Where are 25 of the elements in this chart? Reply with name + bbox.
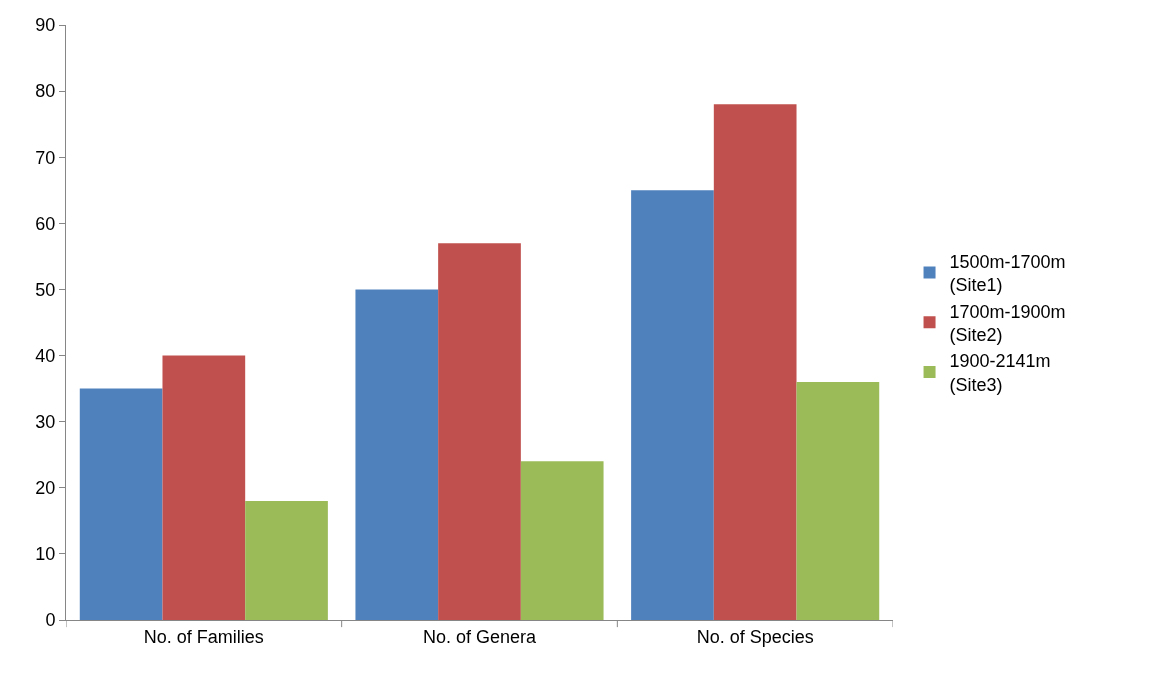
bar (713, 104, 797, 620)
legend-label: 1900-2141m (Site3) (949, 351, 1051, 395)
bar (520, 461, 604, 620)
x-tick-label: No. of Species (696, 626, 814, 647)
bar (438, 243, 521, 620)
y-tick-label: 20 (35, 478, 56, 499)
y-tick-label: 10 (35, 544, 56, 565)
y-tick-label: 90 (35, 15, 56, 36)
y-tick-label: 80 (35, 81, 56, 102)
y-tick-label: 70 (35, 147, 56, 168)
y-tick-label: 40 (35, 345, 56, 366)
bar (631, 190, 714, 620)
bar (79, 388, 163, 620)
legend-label: 1700m-1900m (Site2) (949, 301, 1066, 345)
bar (796, 382, 880, 620)
y-tick-label: 50 (35, 279, 56, 300)
bar (355, 289, 439, 620)
x-tick-label: No. of Genera (422, 626, 538, 647)
legend-label: 1500m-1700m (Site1) (949, 251, 1066, 296)
x-tick-label: No. of Families (143, 626, 264, 647)
y-tick-label: 30 (35, 411, 56, 432)
bar (245, 501, 328, 620)
y-tick-label: 60 (35, 213, 56, 234)
y-tick-label: 0 (45, 610, 56, 631)
bar (162, 355, 246, 620)
